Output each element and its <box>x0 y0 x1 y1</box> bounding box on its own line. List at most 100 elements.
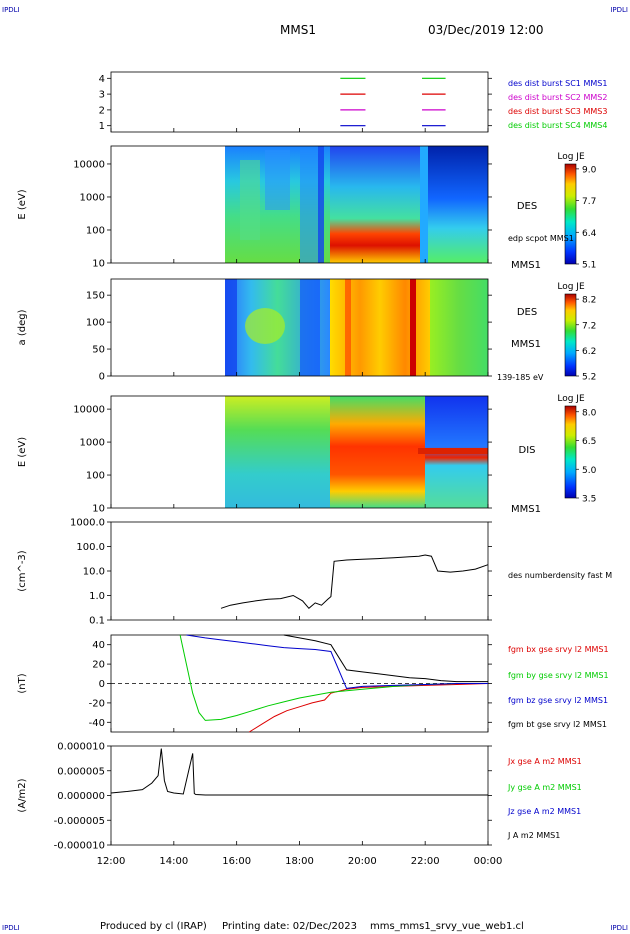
burst-legend-entry: des dist burst SC1 MMS1 <box>508 79 607 88</box>
des_pitch-ytick-label: 0 <box>99 372 105 383</box>
density-frame <box>110 521 489 621</box>
x-axis-tick-label: 12:00 <box>97 856 126 867</box>
x-axis-tick-label: 18:00 <box>285 856 314 867</box>
fgm-ytick-label: -40 <box>89 718 105 729</box>
current-ytick-label: -0.000005 <box>54 816 105 827</box>
des_energy-ylabel: E (eV) <box>17 189 28 219</box>
des_pitch-ytick-label: 50 <box>92 345 105 356</box>
des_pitch-colorbar-label: 8.2 <box>582 296 596 306</box>
des_energy-colorbar-label: 9.0 <box>582 165 597 175</box>
fgm-ytick-label: 20 <box>92 660 105 671</box>
density-legend-entry: des numberdensity fast M <box>508 571 612 580</box>
fgm-legend-entry: fgm bz gse srvy l2 MMS1 <box>508 696 608 705</box>
burst-ytick-label: 4 <box>99 74 105 85</box>
corner-label-top-right: IPDLI <box>610 6 628 14</box>
dis_energy-colorbar-label: 5.0 <box>582 466 597 476</box>
current-legend-entry: Jx gse A m2 MMS1 <box>507 757 582 766</box>
density-ytick-label: 100.0 <box>76 542 105 553</box>
des_energy-ytick-label: 100 <box>86 225 105 236</box>
density-series-des-numberdensity-fast <box>220 554 489 610</box>
footer-produced-by: Produced by cl (IRAP) <box>100 921 207 932</box>
des-energy-colorbar <box>564 163 577 265</box>
current-legend-entry: J A m2 MMS1 <box>507 831 560 840</box>
x-axis-tick-label: 20:00 <box>348 856 377 867</box>
dis_energy-ytick-label: 10000 <box>73 405 105 416</box>
density-ytick-label: 1.0 <box>89 591 105 602</box>
dis_energy-ytick-label: 10 <box>92 504 105 515</box>
des_pitch-annotation: 139-185 eV <box>497 373 544 382</box>
burst-legend-entry: des dist burst SC3 MMS3 <box>508 107 607 116</box>
burst-frame <box>110 71 489 133</box>
fgm-ytick-label: 0 <box>99 679 105 690</box>
des_energy-colorbar-label: 7.7 <box>582 197 596 207</box>
fgm-series-bt <box>283 634 488 683</box>
fgm-ylabel: (nT) <box>17 673 28 693</box>
corner-label-top-left: IPDLI <box>2 6 20 14</box>
fgm-legend-entry: fgm bt gse srvy l2 MMS1 <box>508 720 607 729</box>
fgm-ytick-label: -20 <box>89 698 105 709</box>
density-ytick-label: 1000.0 <box>70 518 105 529</box>
des-pitch-colorbar <box>564 293 577 377</box>
footer-filename: mms_mms1_srvy_vue_web1.cl <box>370 921 524 932</box>
density-ytick-label: 0.1 <box>89 616 105 627</box>
des_energy-ytick-label: 10000 <box>73 159 105 170</box>
fgm-series-by <box>179 634 488 721</box>
dis_energy-colorbar-title: Log JE <box>557 394 585 404</box>
des_pitch-ylabel: a (deg) <box>17 309 28 345</box>
fgm-series-bx <box>248 683 489 733</box>
x-axis-tick-label: 16:00 <box>222 856 251 867</box>
des_energy-spacecraft-label: MMS1 <box>511 260 541 271</box>
burst-ytick-label: 3 <box>99 90 105 101</box>
des_pitch-ytick-label: 150 <box>86 291 105 302</box>
des-energy-spectrogram <box>225 146 488 263</box>
burst-legend-entry: des dist burst SC2 MMS2 <box>508 93 607 102</box>
dis_energy-ylabel: E (eV) <box>17 437 28 467</box>
current-ytick-label: 0.000005 <box>57 766 105 777</box>
density-ytick-label: 10.0 <box>83 567 105 578</box>
current-ytick-label: 0.000010 <box>57 742 105 753</box>
dis_energy-spacecraft-label: MMS1 <box>511 504 541 515</box>
dis_energy-colorbar-label: 6.5 <box>582 437 596 447</box>
des_energy-annotation: edp scpot MMS1 <box>508 234 574 243</box>
des_energy-instrument-label: DES <box>517 201 537 212</box>
density-ylabel: (cm^-3) <box>17 550 28 591</box>
datetime-title: 03/Dec/2019 12:00 <box>428 23 544 37</box>
des_pitch-colorbar-label: 5.2 <box>582 373 596 383</box>
dis_energy-ytick-label: 1000 <box>80 438 105 449</box>
dis_energy-colorbar-label: 3.5 <box>582 495 596 505</box>
des_pitch-ytick-label: 100 <box>86 318 105 329</box>
des_pitch-spacecraft-label: MMS1 <box>511 339 541 350</box>
des_pitch-instrument-label: DES <box>517 307 537 318</box>
des-pitch-spectrogram <box>225 279 488 376</box>
dis_energy-ytick-label: 100 <box>86 471 105 482</box>
dis-energy-spectrogram <box>225 396 488 508</box>
dis_energy-colorbar-label: 8.0 <box>582 408 597 418</box>
dis_energy-instrument-label: DIS <box>519 445 536 456</box>
fgm-series-bz <box>186 634 488 689</box>
current-series-J <box>110 748 488 796</box>
des_energy-colorbar-title: Log JE <box>557 152 585 162</box>
corner-label-bottom-left: IPDLI <box>2 924 20 932</box>
fgm-legend-entry: fgm by gse srvy l2 MMS1 <box>508 671 609 680</box>
fgm-ytick-label: 40 <box>92 640 105 651</box>
des_energy-ytick-label: 10 <box>92 259 105 270</box>
current-ytick-label: -0.000010 <box>54 841 105 852</box>
x-axis-tick-label: 14:00 <box>159 856 188 867</box>
burst-ytick-label: 1 <box>99 121 105 132</box>
corner-label-bottom-right: IPDLI <box>610 924 628 932</box>
x-axis-tick-label: 00:00 <box>474 856 503 867</box>
des_energy-colorbar-label: 5.1 <box>582 261 596 271</box>
des_energy-ytick-label: 1000 <box>80 192 105 203</box>
footer-printing-date: Printing date: 02/Dec/2023 <box>222 921 357 932</box>
current-ylabel: (A/m2) <box>17 778 28 812</box>
burst-legend-entry: des dist burst SC4 MMS4 <box>508 121 607 130</box>
des_energy-colorbar-label: 6.4 <box>582 229 597 239</box>
des_pitch-colorbar-label: 7.2 <box>582 321 596 331</box>
dis-energy-colorbar <box>564 405 577 499</box>
burst-ytick-label: 2 <box>99 105 105 116</box>
fgm-legend-entry: fgm bx gse srvy l2 MMS1 <box>508 645 609 654</box>
spacecraft-title: MMS1 <box>280 23 316 37</box>
des_pitch-colorbar-title: Log JE <box>557 282 585 292</box>
current-legend-entry: Jz gse A m2 MMS1 <box>507 807 581 816</box>
